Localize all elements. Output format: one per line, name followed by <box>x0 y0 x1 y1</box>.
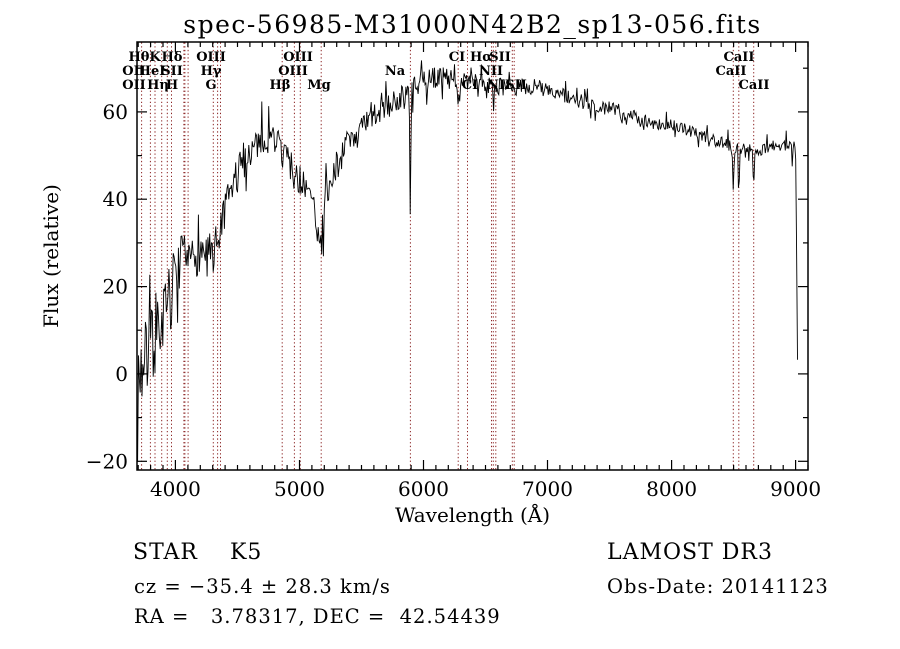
y-axis-title: Flux (relative) <box>39 184 63 328</box>
x-tick-label: 6000 <box>398 477 449 501</box>
obs-date-label: Obs-Date: 20141123 <box>607 575 829 598</box>
spectral-line-markers <box>141 42 755 470</box>
line-label: OIII <box>278 64 308 79</box>
plot-title: spec-56985-M31000N42B2_sp13-056.fits <box>183 10 762 39</box>
line-label: OII <box>122 78 146 93</box>
x-tick-label: 8000 <box>646 477 697 501</box>
x-tick-label: 9000 <box>770 477 821 501</box>
survey-release-label: LAMOST DR3 <box>607 540 773 565</box>
object-class-label: STAR K5 <box>133 540 263 565</box>
line-label: Hα <box>470 50 492 65</box>
y-tick-label: −20 <box>86 449 128 473</box>
x-tick-label: 5000 <box>274 477 325 501</box>
line-label: OIII <box>283 50 313 65</box>
spectrum-path <box>137 60 798 462</box>
x-tick-label: 7000 <box>522 477 573 501</box>
line-label: CaII <box>739 78 770 93</box>
spectrum <box>137 60 798 462</box>
line-label: CaII <box>716 64 747 79</box>
line-label: HeI <box>139 64 166 79</box>
y-axis-label: Flux (relative) <box>39 184 63 328</box>
y-axis-ticks <box>137 67 808 462</box>
y-tick-label: 0 <box>115 362 128 386</box>
line-label: OIII <box>196 50 226 65</box>
x-axis-ticks <box>137 42 809 470</box>
line-label: CI <box>462 78 478 93</box>
x-axis-label: Wavelength (Å) <box>395 502 550 527</box>
line-label: Hγ <box>201 64 222 79</box>
line-label: SII <box>489 50 511 65</box>
line-label: Mg <box>307 78 330 93</box>
line-label: Na <box>385 64 406 79</box>
axis-frame <box>136 41 809 471</box>
line-label: G <box>205 78 216 93</box>
line-label: SII <box>161 64 183 79</box>
x-tick-label: 4000 <box>150 477 201 501</box>
line-label: CI <box>449 50 465 65</box>
line-label: CaII <box>724 50 755 65</box>
y-tick-label: 40 <box>103 187 128 211</box>
line-label: Hη <box>147 78 169 93</box>
line-label: Hδ <box>162 50 183 65</box>
line-label: K <box>149 50 161 65</box>
line-label: Hβ <box>270 78 291 93</box>
line-label: NII <box>479 64 503 79</box>
radial-velocity-label: cz = −35.4 ± 28.3 km/s <box>134 575 391 598</box>
x-axis-title: Wavelength (Å) <box>395 502 550 527</box>
ra-dec-label: RA = 3.78317, DEC = 42.54439 <box>134 605 501 628</box>
x-axis-tick-labels: 4000 5000 6000 7000 8000 9000 <box>150 477 821 501</box>
line-label: Hθ <box>129 50 150 65</box>
y-tick-label: 20 <box>103 275 128 299</box>
plot-frame <box>136 41 809 471</box>
y-tick-label: 60 <box>103 100 128 124</box>
line-label: H <box>166 78 178 93</box>
y-axis-tick-labels: −20 0 20 40 60 <box>86 100 128 473</box>
